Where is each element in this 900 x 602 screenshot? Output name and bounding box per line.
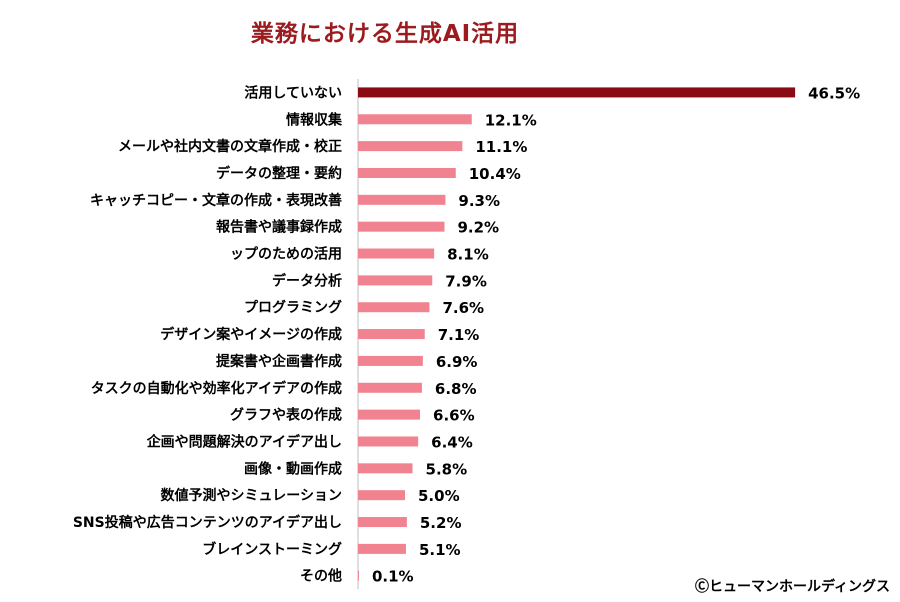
bar bbox=[358, 329, 425, 340]
bar bbox=[358, 248, 435, 259]
copyright-text: Ⓒヒューマンホールディングス bbox=[694, 579, 890, 595]
bar bbox=[358, 141, 463, 152]
category-label: その他 bbox=[300, 568, 342, 585]
category-label: データ分析 bbox=[272, 272, 342, 289]
category-label: タスクの自動化や効率化アイデアの作成 bbox=[91, 380, 342, 397]
value-label: 7.9% bbox=[445, 272, 487, 290]
value-label: 6.8% bbox=[435, 380, 477, 398]
category-label: 提案書や企画書作成 bbox=[216, 353, 342, 370]
bar bbox=[358, 436, 419, 447]
bar bbox=[358, 409, 421, 420]
category-label: 企画や問題解決のアイデア出し bbox=[146, 433, 342, 450]
category-label: 活用していない bbox=[244, 84, 342, 101]
bar bbox=[358, 463, 413, 474]
value-label: 6.4% bbox=[431, 433, 473, 451]
value-label: 6.6% bbox=[433, 407, 475, 425]
value-label: 7.1% bbox=[438, 326, 480, 344]
bar bbox=[358, 194, 446, 205]
value-label: 9.2% bbox=[457, 219, 499, 237]
category-label: SNS投稿や広告コンテンツのアイデア出し bbox=[73, 514, 342, 531]
category-label: 情報収集 bbox=[286, 111, 343, 128]
value-label: 5.0% bbox=[418, 487, 460, 505]
bar bbox=[358, 221, 445, 232]
category-label: 数値予測やシミュレーション bbox=[161, 487, 342, 504]
bar bbox=[358, 570, 359, 581]
category-label: 画像・動画作成 bbox=[244, 460, 342, 477]
category-label: ップのための活用 bbox=[230, 246, 342, 263]
category-label: メールや社内文書の文章作成・校正 bbox=[118, 138, 342, 155]
bar bbox=[358, 517, 407, 528]
value-label: 5.1% bbox=[419, 541, 461, 559]
bar bbox=[358, 302, 430, 313]
value-label: 5.2% bbox=[420, 514, 462, 532]
bar bbox=[358, 355, 423, 366]
bar bbox=[358, 490, 405, 501]
value-label: 46.5% bbox=[808, 84, 860, 102]
category-label: デザイン案やイメージの作成 bbox=[160, 326, 342, 343]
category-label: グラフや表の作成 bbox=[230, 407, 342, 424]
category-label: データの整理・要約 bbox=[216, 165, 342, 182]
value-label: 9.3% bbox=[458, 192, 500, 210]
value-label: 5.8% bbox=[426, 460, 468, 478]
category-label: 報告書や議事録作成 bbox=[216, 219, 342, 236]
bar bbox=[358, 543, 406, 554]
category-label: プログラミング bbox=[244, 299, 342, 316]
value-label: 0.1% bbox=[372, 568, 414, 586]
bar bbox=[358, 87, 796, 98]
category-label: ブレインストーミング bbox=[202, 541, 342, 558]
bar bbox=[358, 275, 433, 286]
value-label: 6.9% bbox=[436, 353, 478, 371]
value-label: 11.1% bbox=[475, 138, 527, 156]
bar bbox=[358, 114, 472, 125]
value-label: 10.4% bbox=[469, 165, 521, 183]
category-label: キャッチコピー・文章の作成・表現改善 bbox=[90, 192, 342, 209]
value-label: 8.1% bbox=[447, 246, 489, 264]
bar bbox=[358, 167, 456, 178]
bar bbox=[358, 382, 422, 393]
value-label: 12.1% bbox=[485, 111, 537, 129]
chart-title: 業務における生成AI活用 bbox=[250, 21, 520, 47]
value-label: 7.6% bbox=[442, 299, 484, 317]
